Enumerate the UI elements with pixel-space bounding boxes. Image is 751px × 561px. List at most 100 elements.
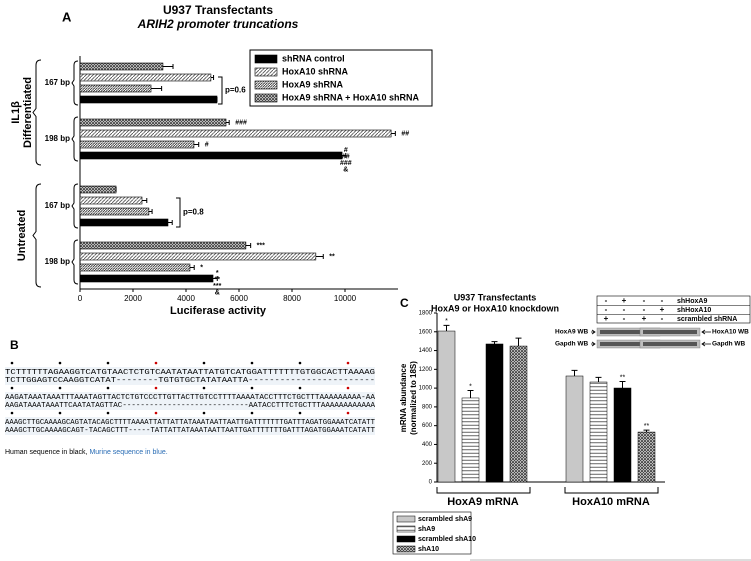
significance: ** [620, 374, 626, 381]
bar [437, 330, 456, 483]
y-tick-label: 198 bp [45, 134, 70, 143]
bar [79, 263, 191, 272]
chart-subtitle: ARIH2 promoter truncations [137, 17, 299, 31]
legend-swatch [396, 535, 416, 543]
legend-swatch [254, 93, 278, 103]
bar [79, 129, 392, 138]
error-bar [443, 324, 450, 332]
p-value: p=0.8 [183, 208, 204, 217]
bar [589, 381, 608, 483]
blot-signal [600, 342, 657, 346]
inset-cell: + [642, 314, 647, 323]
error-bar [315, 254, 324, 259]
legend-swatch [396, 545, 416, 553]
legend-label: scrambled shA9 [418, 516, 472, 523]
y-tick-label: 0 [429, 480, 433, 486]
position-dot [154, 361, 158, 365]
error-bar [643, 429, 650, 433]
error-bar [342, 153, 347, 158]
bar [79, 62, 164, 71]
position-dot [298, 411, 302, 415]
chart-title: U937 Transfectants [454, 292, 537, 302]
position-dot [58, 361, 62, 365]
blot-arrow [591, 329, 596, 335]
category-bracket [71, 239, 79, 285]
bar [565, 375, 584, 483]
y-tick-label: 1800 [419, 311, 433, 317]
inset-row-label: scrambled shRNA [677, 316, 737, 323]
position-dot [202, 361, 206, 365]
position-dot [106, 411, 110, 415]
position-dot [298, 386, 302, 390]
significance: * [200, 264, 203, 271]
inset-cell: - [605, 305, 608, 314]
significance: ### [340, 160, 352, 167]
position-dot [346, 361, 350, 365]
position-dot [154, 411, 158, 415]
error-bar [515, 337, 522, 347]
position-dot [298, 361, 302, 365]
position-dot [58, 411, 62, 415]
bar [79, 185, 117, 194]
inset-cell: + [622, 296, 627, 305]
bar [79, 140, 195, 149]
y-tick-label: 1400 [419, 348, 433, 354]
position-dot [106, 386, 110, 390]
significance: ### [235, 119, 247, 126]
y-tick-label: 198 bp [45, 257, 70, 266]
position-dot [346, 411, 350, 415]
significance: & [215, 289, 220, 296]
significance: # [205, 141, 209, 148]
bar [79, 252, 317, 261]
inset-cell: - [643, 296, 646, 305]
error-bar [151, 86, 163, 91]
x-tick-label: 10000 [334, 294, 357, 303]
blot-arrow [591, 341, 596, 347]
bar [79, 218, 169, 227]
error-bar [210, 75, 215, 80]
inset-cell: + [660, 305, 665, 314]
bar [79, 95, 218, 104]
error-bar [167, 220, 173, 225]
blot-label: HoxA10 WB [712, 329, 749, 336]
legend-label: HoxA10 shRNA [282, 66, 349, 76]
x-tick-label: 8000 [283, 294, 301, 303]
error-bar [162, 64, 174, 69]
murine-sequence: TCTTGGAGTCCAAGGTCATAT--------TGTGTGCTATA… [5, 377, 375, 385]
y-axis-label: mRNA abundance [399, 363, 408, 432]
error-bar [213, 276, 218, 281]
x-tick-label: 0 [78, 294, 83, 303]
legend-swatch [254, 80, 278, 90]
category-bracket [436, 487, 531, 494]
x-tick-label: 4000 [177, 294, 195, 303]
significance: # [344, 147, 348, 154]
position-dot [202, 386, 206, 390]
legend-label: HoxA9 shRNA [282, 79, 344, 89]
bar [79, 274, 214, 283]
human-sequence: TCTTTTTTAGAAGGTCATGTAACTCTGTCAATATAATTAT… [5, 369, 375, 377]
significance: * [216, 270, 219, 277]
inset-row-label: shHoxA10 [677, 307, 711, 314]
blot-arrow [701, 329, 711, 335]
y-tick-label: 1600 [419, 329, 433, 335]
x-tick-label: HoxA10 mRNA [572, 496, 650, 508]
error-bar [595, 376, 602, 383]
panel-letter: A [62, 9, 72, 24]
sequence-highlight [5, 367, 375, 385]
legend-swatch [254, 54, 278, 64]
inset-cell: + [604, 314, 609, 323]
error-bar [467, 389, 474, 398]
murine-sequence: AAGATAAATAAATTCAATATAGTTAC--------------… [5, 402, 376, 410]
legend-box [249, 49, 433, 107]
bar [613, 387, 632, 483]
legend-swatch [396, 515, 416, 523]
group-label: Untreated [16, 210, 28, 261]
bar [509, 345, 528, 483]
inset-cell: - [623, 314, 626, 323]
inset-row-label: shHoxA9 [677, 298, 707, 305]
significance: * [469, 383, 472, 390]
error-bar [571, 369, 578, 376]
y-tick-label: 167 bp [45, 201, 70, 210]
murine-sequence: AAAGCTTGCAAAAGCAGT-TACAGCTTT-----TATTATT… [5, 427, 375, 435]
bar [79, 84, 152, 93]
